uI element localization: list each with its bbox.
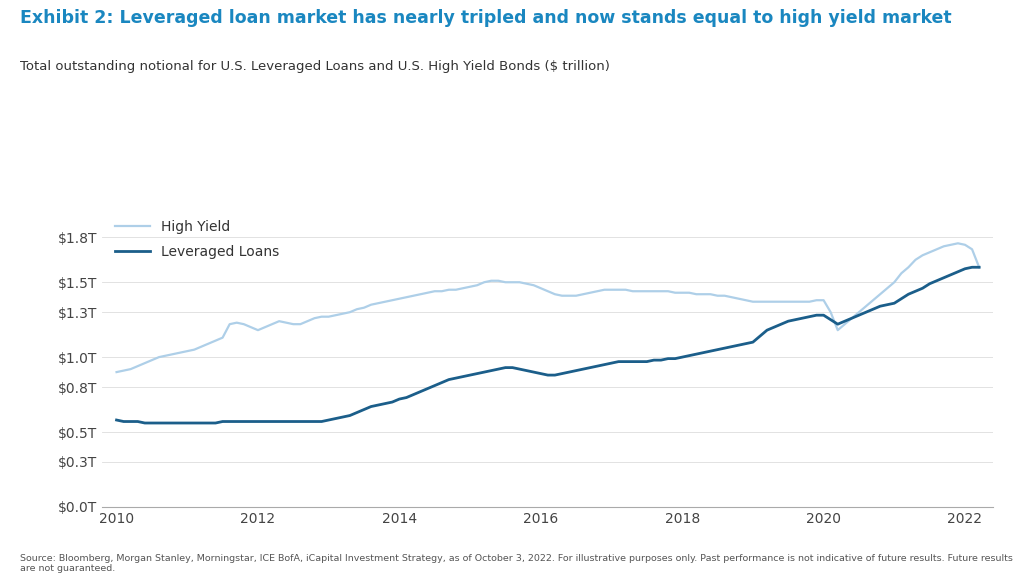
Text: Exhibit 2: Leveraged loan market has nearly tripled and now stands equal to high: Exhibit 2: Leveraged loan market has nea…	[20, 9, 952, 26]
Legend: High Yield, Leveraged Loans: High Yield, Leveraged Loans	[110, 214, 285, 264]
Text: Source: Bloomberg, Morgan Stanley, Morningstar, ICE BofA, iCapital Investment St: Source: Bloomberg, Morgan Stanley, Morni…	[20, 554, 1014, 573]
Text: Total outstanding notional for U.S. Leveraged Loans and U.S. High Yield Bonds ($: Total outstanding notional for U.S. Leve…	[20, 60, 610, 74]
